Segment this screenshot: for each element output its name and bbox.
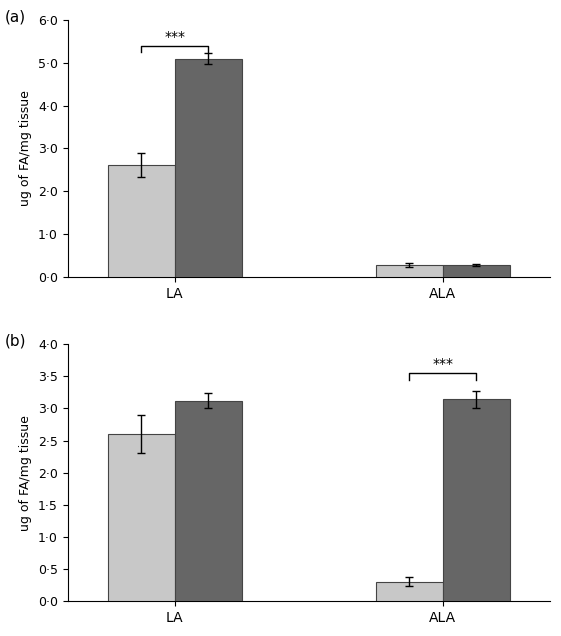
Bar xyxy=(175,59,242,277)
Bar xyxy=(376,265,443,277)
Text: (b): (b) xyxy=(5,334,26,349)
Text: (a): (a) xyxy=(5,10,26,25)
Text: ***: *** xyxy=(432,357,453,371)
Bar xyxy=(108,165,175,277)
Bar xyxy=(443,265,510,277)
Text: ***: *** xyxy=(164,30,185,44)
Y-axis label: ug of FA/mg tissue: ug of FA/mg tissue xyxy=(19,90,33,207)
Bar xyxy=(376,582,443,601)
Y-axis label: ug of FA/mg tissue: ug of FA/mg tissue xyxy=(19,415,33,530)
Bar xyxy=(108,434,175,601)
Bar xyxy=(175,401,242,601)
Bar xyxy=(443,399,510,601)
